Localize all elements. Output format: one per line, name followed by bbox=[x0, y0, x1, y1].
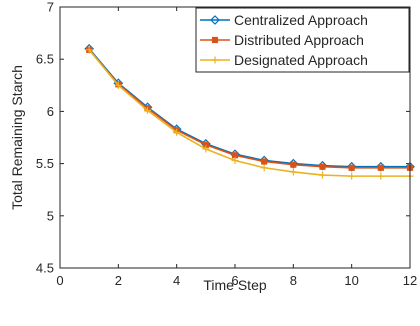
series-line bbox=[88, 49, 410, 169]
data-point bbox=[377, 164, 384, 171]
x-tick-label: 10 bbox=[344, 273, 358, 288]
data-point bbox=[202, 145, 210, 153]
x-axis: 0 2 4 6 8 10 12 bbox=[56, 7, 417, 288]
data-point bbox=[231, 156, 239, 164]
x-tick-label: 0 bbox=[56, 273, 63, 288]
y-tick-label: 7 bbox=[47, 0, 54, 15]
legend-marker bbox=[211, 36, 219, 44]
x-tick-label: 8 bbox=[290, 273, 297, 288]
series-line bbox=[88, 48, 410, 168]
data-point bbox=[377, 172, 385, 180]
data-point bbox=[289, 168, 297, 176]
data-point bbox=[85, 46, 93, 54]
data-point bbox=[348, 172, 356, 180]
axes-box bbox=[59, 6, 411, 269]
x-tick-label: 4 bbox=[173, 273, 180, 288]
legend-marker bbox=[210, 15, 220, 25]
legend-entry: Distributed Approach bbox=[200, 32, 364, 48]
legend-label: Centralized Approach bbox=[234, 12, 368, 28]
data-point bbox=[260, 164, 268, 172]
data-point bbox=[319, 163, 326, 170]
legend-label: Designated Approach bbox=[234, 52, 368, 68]
x-axis-label: Time Step bbox=[203, 277, 266, 293]
x-tick-label: 12 bbox=[403, 273, 417, 288]
legend-label: Distributed Approach bbox=[234, 32, 364, 48]
legend-entry: Designated Approach bbox=[200, 52, 368, 68]
data-point bbox=[144, 106, 151, 114]
series-plus bbox=[85, 46, 414, 180]
data-point bbox=[319, 171, 326, 179]
data-point bbox=[261, 158, 268, 165]
series-line bbox=[88, 49, 410, 177]
y-tick-label: 5.5 bbox=[36, 156, 54, 171]
x-tick-label: 2 bbox=[115, 273, 122, 288]
legend-box bbox=[195, 7, 410, 73]
y-tick-label: 4.5 bbox=[36, 261, 54, 276]
legend-entry: Centralized Approach bbox=[200, 12, 368, 28]
legend-marker bbox=[211, 56, 219, 64]
y-tick-label: 6 bbox=[47, 104, 54, 119]
data-point bbox=[290, 161, 297, 168]
data-point bbox=[348, 164, 355, 171]
y-tick-label: 5 bbox=[47, 208, 54, 223]
y-tick-label: 6.5 bbox=[36, 52, 54, 67]
data-point bbox=[114, 81, 122, 89]
y-axis-label: Total Remaining Starch bbox=[9, 65, 25, 210]
x-tick-label: 6 bbox=[231, 273, 238, 288]
legend: Centralized Approach Distributed Approach… bbox=[195, 7, 410, 73]
data-point bbox=[173, 128, 181, 136]
